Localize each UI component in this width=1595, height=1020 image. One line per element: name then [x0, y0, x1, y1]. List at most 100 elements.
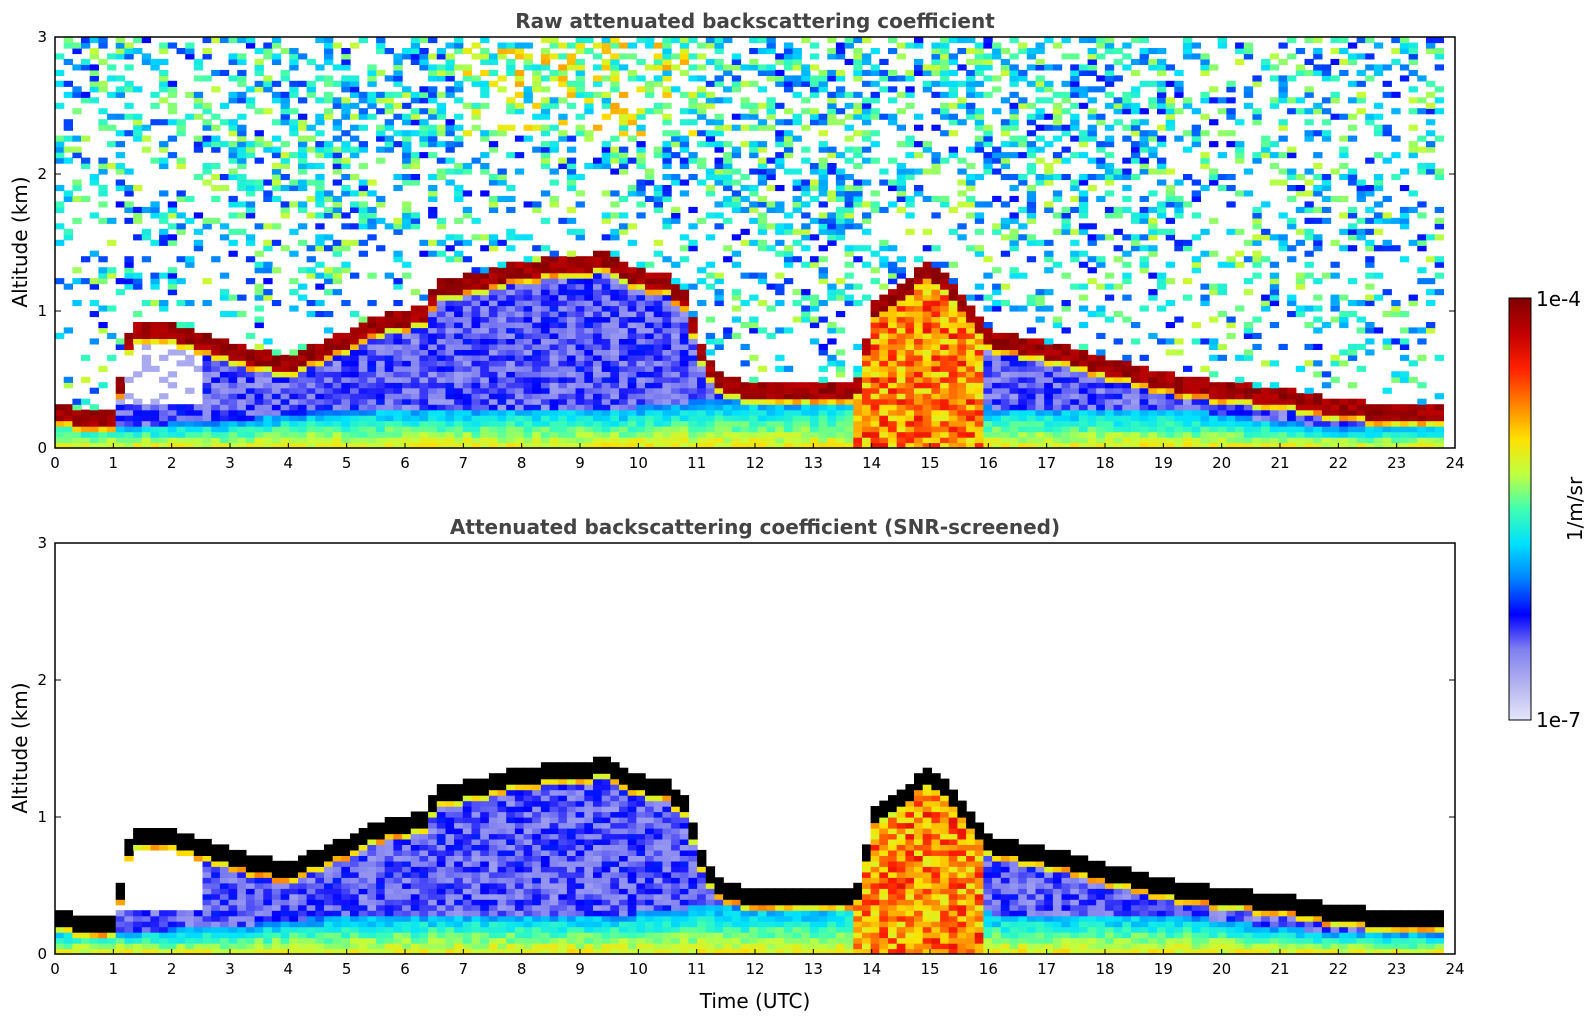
heatmap-cell: [619, 382, 629, 389]
heatmap-cell: [862, 130, 872, 137]
heatmap-cell: [566, 382, 577, 389]
heatmap-cell: [271, 382, 282, 389]
heatmap-cell: [636, 86, 646, 93]
heatmap-cell: [298, 371, 308, 378]
heatmap-cell: [176, 426, 186, 433]
heatmap-cell: [966, 426, 976, 433]
heatmap-cell: [480, 420, 490, 427]
heatmap-cell: [870, 80, 880, 87]
heatmap-cell: [740, 398, 750, 405]
heatmap-cell: [1000, 130, 1011, 137]
heatmap-cell: [185, 415, 195, 422]
heatmap-cell: [540, 371, 551, 378]
heatmap-cell: [245, 234, 256, 241]
heatmap-cell: [298, 409, 308, 416]
heatmap-cell: [1026, 130, 1037, 137]
heatmap-cell: [72, 135, 82, 142]
heatmap-cell: [280, 376, 290, 383]
heatmap-cell: [133, 130, 143, 137]
heatmap-cell: [1035, 113, 1045, 120]
heatmap-cell: [862, 365, 872, 372]
heatmap-cell: [419, 152, 429, 159]
heatmap-cell: [801, 97, 811, 104]
heatmap-cell: [757, 272, 768, 279]
heatmap-cell: [888, 261, 898, 268]
heatmap-cell: [584, 256, 594, 263]
heatmap-cell: [992, 343, 1002, 350]
heatmap-cell: [532, 201, 542, 208]
heatmap-cell: [697, 278, 707, 285]
heatmap-cell: [1018, 365, 1028, 372]
heatmap-cell: [610, 75, 620, 82]
heatmap-cell: [1009, 69, 1019, 76]
heatmap-cell: [1070, 371, 1080, 378]
heatmap-cell: [870, 305, 880, 312]
heatmap-cell: [176, 420, 186, 427]
heatmap-cell: [783, 245, 794, 252]
heatmap-cell: [358, 338, 368, 345]
heatmap-cell: [202, 217, 212, 224]
heatmap-cell: [914, 371, 924, 378]
heatmap-cell: [254, 294, 264, 301]
heatmap-cell: [115, 289, 125, 296]
heatmap-cell: [237, 157, 247, 164]
heatmap-cell: [792, 64, 802, 71]
heatmap-cell: [55, 141, 65, 148]
heatmap-cell: [271, 37, 282, 44]
heatmap-cell: [280, 97, 290, 104]
heatmap-cell: [809, 338, 820, 345]
heatmap-cell: [133, 119, 143, 126]
heatmap-cell: [332, 119, 342, 126]
heatmap-cell: [566, 409, 577, 416]
heatmap-cell: [480, 349, 490, 356]
heatmap-cell: [914, 442, 924, 449]
heatmap-cell: [749, 37, 759, 44]
heatmap-cell: [636, 190, 646, 197]
heatmap-cell: [298, 393, 308, 400]
heatmap-cell: [627, 398, 637, 405]
heatmap-cell: [219, 431, 230, 438]
heatmap-cell: [540, 102, 551, 109]
heatmap-cell: [393, 420, 403, 427]
heatmap-cell: [480, 387, 490, 394]
heatmap-cell: [966, 382, 976, 389]
heatmap-cell: [549, 42, 559, 49]
heatmap-cell: [1000, 283, 1011, 290]
heatmap-cell: [315, 398, 325, 405]
heatmap-cell: [532, 69, 542, 76]
heatmap-cell: [436, 91, 447, 98]
heatmap-cell: [480, 37, 490, 44]
heatmap-cell: [280, 382, 290, 389]
heatmap-cell: [1035, 239, 1045, 246]
heatmap-cell: [332, 332, 342, 339]
heatmap-cell: [245, 349, 256, 356]
heatmap-cell: [436, 420, 447, 427]
heatmap-cell: [809, 442, 820, 449]
heatmap-cell: [254, 404, 264, 411]
heatmap-cell: [514, 42, 525, 49]
heatmap-cell: [783, 223, 794, 230]
heatmap-cell: [974, 212, 985, 219]
heatmap-cell: [237, 179, 247, 186]
heatmap-cell: [410, 91, 421, 98]
heatmap-cell: [783, 387, 794, 394]
heatmap-cell: [835, 327, 846, 334]
heatmap-cell: [55, 278, 65, 285]
heatmap-cell: [601, 152, 611, 159]
heatmap-cell: [376, 327, 386, 334]
heatmap-cell: [775, 415, 785, 422]
heatmap-cell: [124, 376, 134, 383]
heatmap-cell: [402, 387, 412, 394]
heatmap-cell: [497, 409, 507, 416]
heatmap-cell: [358, 327, 368, 334]
heatmap-cell: [584, 272, 594, 279]
heatmap-cell: [497, 316, 507, 323]
heatmap-cell: [402, 152, 412, 159]
heatmap-cell: [749, 376, 759, 383]
heatmap-cell: [1052, 343, 1063, 350]
heatmap-cell: [1052, 437, 1063, 444]
heatmap-cell: [766, 332, 776, 339]
heatmap-cell: [124, 393, 134, 400]
heatmap-cell: [540, 404, 551, 411]
heatmap-cell: [219, 426, 230, 433]
